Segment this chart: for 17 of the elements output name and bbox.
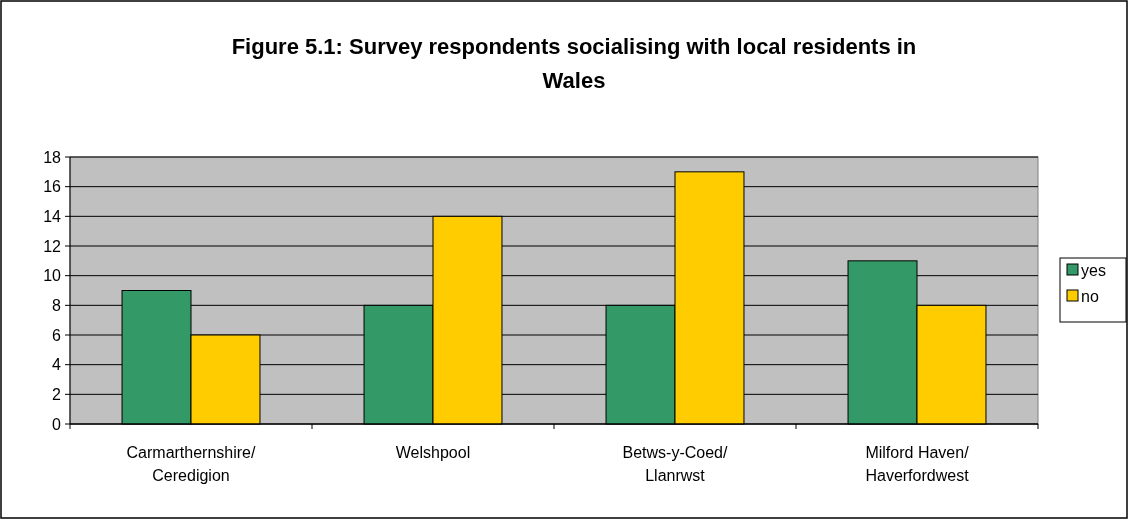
y-tick-label: 6 <box>52 326 62 344</box>
y-tick-label: 8 <box>52 296 62 314</box>
legend-label: no <box>1081 287 1099 305</box>
y-tick-label: 2 <box>52 385 62 403</box>
x-tick-label: Milford Haven/ Haverfordwest <box>865 444 970 484</box>
x-tick-label: Carmarthernshire/ Ceredigion <box>126 444 257 484</box>
x-tick-label: Betws-y-Coed/ Llanrwst <box>622 444 729 484</box>
chart-title: Figure 5.1: Survey respondents socialising with local residents in Wales <box>231 34 917 93</box>
y-tick-label: 10 <box>43 267 62 285</box>
y-tick-label: 4 <box>52 356 62 374</box>
x-tick-label: Welshpool <box>395 444 471 461</box>
y-tick-label: 18 <box>43 148 62 166</box>
legend-label: yes <box>1081 261 1106 279</box>
y-tick-label: 16 <box>43 178 62 196</box>
y-tick-label: 14 <box>43 207 62 225</box>
y-tick-label: 12 <box>43 237 62 255</box>
y-tick-label: 0 <box>52 415 62 433</box>
